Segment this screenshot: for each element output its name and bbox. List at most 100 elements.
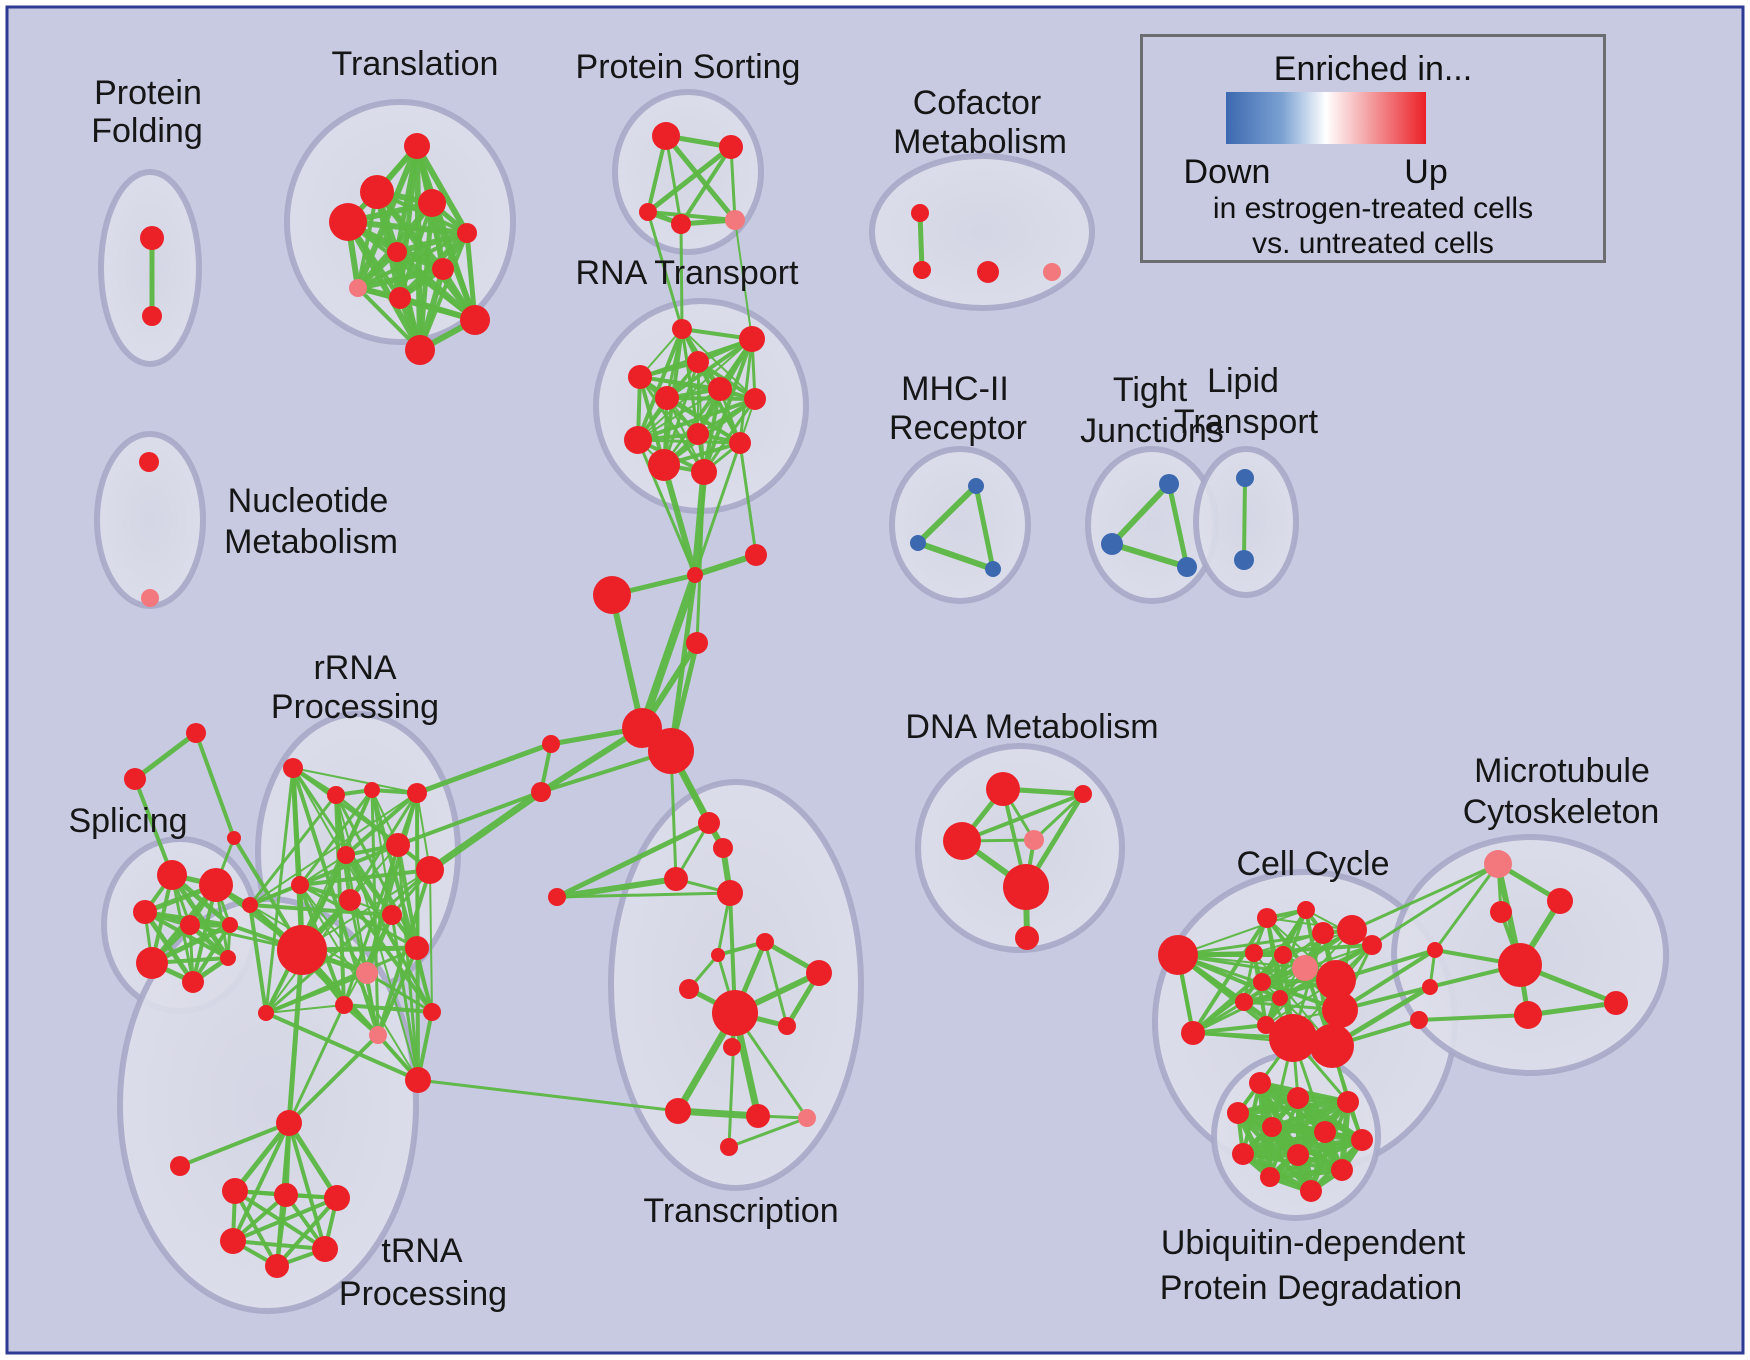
node-u12 [1300,1180,1322,1202]
node-sn1 [542,735,560,753]
legend-box: Enriched in... Down Up in estrogen-treat… [1140,34,1606,263]
node-rt5 [708,377,732,401]
edge-rrna-processing [265,1004,345,1014]
node-cf3 [977,261,999,283]
edge-link [734,219,753,340]
cluster-label-nucleotide-metabolism: Nucleotide [228,482,389,520]
edge-rna-transport [636,327,684,442]
node-m3 [985,561,1001,577]
node-s3 [133,900,157,924]
edge-rrna-processing [429,869,433,1013]
cluster-label-rna-transport: RNA Transport [576,254,800,292]
edge-rrna-processing [264,1011,420,1082]
node-u6 [1314,1121,1336,1143]
node-cc4 [1297,901,1315,919]
edge-rrna-processing [249,904,433,1013]
node-cn2 [745,544,767,566]
node-u2 [1287,1087,1309,1109]
edge-translation [355,266,446,291]
node-cc3 [1257,908,1277,928]
node-cc6 [1337,915,1367,945]
legend-title: Enriched in... [1273,50,1473,88]
node-q5 [324,1185,350,1211]
node-cf1 [911,204,929,222]
node-d3 [943,822,981,860]
node-tc9 [778,1017,796,1035]
node-m2 [910,535,926,551]
edge-rrna-processing [348,898,434,1014]
cluster-ellipse-cofactor-metabolism [869,153,1095,311]
node-tj1 [1159,474,1179,494]
node-r1 [283,758,303,778]
node-nm1 [139,452,159,472]
edge-mhc-ii-receptor [973,483,996,572]
legend-subtitle-line1: in estrogen-treated cells [1212,192,1534,225]
node-tc12 [746,1104,770,1128]
node-mt3 [1490,901,1512,923]
node-cj2 [1422,979,1438,995]
node-cf2 [913,261,931,279]
cluster-label-protein-folding: Protein [94,74,202,112]
edge-ubiquitin-degradation [1267,1137,1365,1180]
node-cc12 [1316,960,1356,1000]
legend-gradient-bar [1226,92,1426,144]
edge-link [416,1078,680,1113]
node-tc14 [720,1138,738,1156]
node-cc18 [1322,992,1358,1028]
node-t2 [124,768,146,790]
edge-rrna-processing [249,792,418,906]
edge-rna-transport [662,397,757,467]
node-tl3 [418,189,446,217]
edge-link [554,876,679,900]
node-r15 [335,996,353,1014]
cluster-ellipse-mhc-ii-receptor [889,446,1031,604]
node-tl9 [389,287,411,309]
node-mt4 [1498,943,1542,987]
cluster-label-microtubule-cytoskeleton: Microtubule [1474,752,1650,790]
node-tl7 [432,258,454,280]
node-tc3 [664,867,688,891]
node-d1 [986,772,1020,806]
edge-ubiquitin-degradation [1267,1167,1345,1180]
node-s2 [199,868,233,902]
edge-link [1370,862,1500,947]
node-s6 [136,947,168,979]
node-u3 [1337,1091,1359,1113]
node-cc10 [1292,955,1318,981]
cluster-label-trna-processing: tRNA [381,1232,463,1270]
node-u8 [1287,1144,1309,1166]
node-ps3 [639,203,657,221]
node-r10 [277,925,327,975]
edge-trna-processing [286,1120,340,1201]
node-d2 [1074,785,1092,803]
edge-trna-processing [275,1196,339,1268]
node-mt5 [1514,1001,1542,1029]
node-q8 [265,1254,289,1278]
edge-trna-processing [231,1121,291,1243]
node-tl8 [349,279,367,297]
edge-cell-cycle [1253,932,1324,954]
node-rt8 [624,426,652,454]
cluster-label-rrna-processing: rRNA [313,649,396,687]
legend-subtitle-line2: vs. untreated cells [1252,227,1494,260]
cluster-label-tight-junctions: Junctions [1080,412,1224,450]
edge-rna-transport [639,376,756,400]
node-rt2 [739,326,765,352]
edge-tight-junctions [1109,541,1190,570]
edge-translation [345,219,470,236]
node-tc4 [717,880,743,906]
edge-trna-processing [231,1239,327,1251]
edge-protein-sorting [645,144,734,215]
cluster-label-dna-metabolism: DNA Metabolism [905,708,1158,746]
node-r8 [291,876,309,894]
node-r13 [405,936,429,960]
edge-dna-metabolism [1032,792,1085,842]
edge-translation [414,143,470,236]
edge-trna-processing [178,1121,291,1168]
legend-up-label: Up [1404,153,1448,191]
edge-cell-cycle [1252,943,1374,955]
node-t1 [186,723,206,743]
edge-mhc-ii-receptor [915,540,996,572]
node-cj3 [1410,1011,1428,1029]
edge-splicing [191,923,232,984]
